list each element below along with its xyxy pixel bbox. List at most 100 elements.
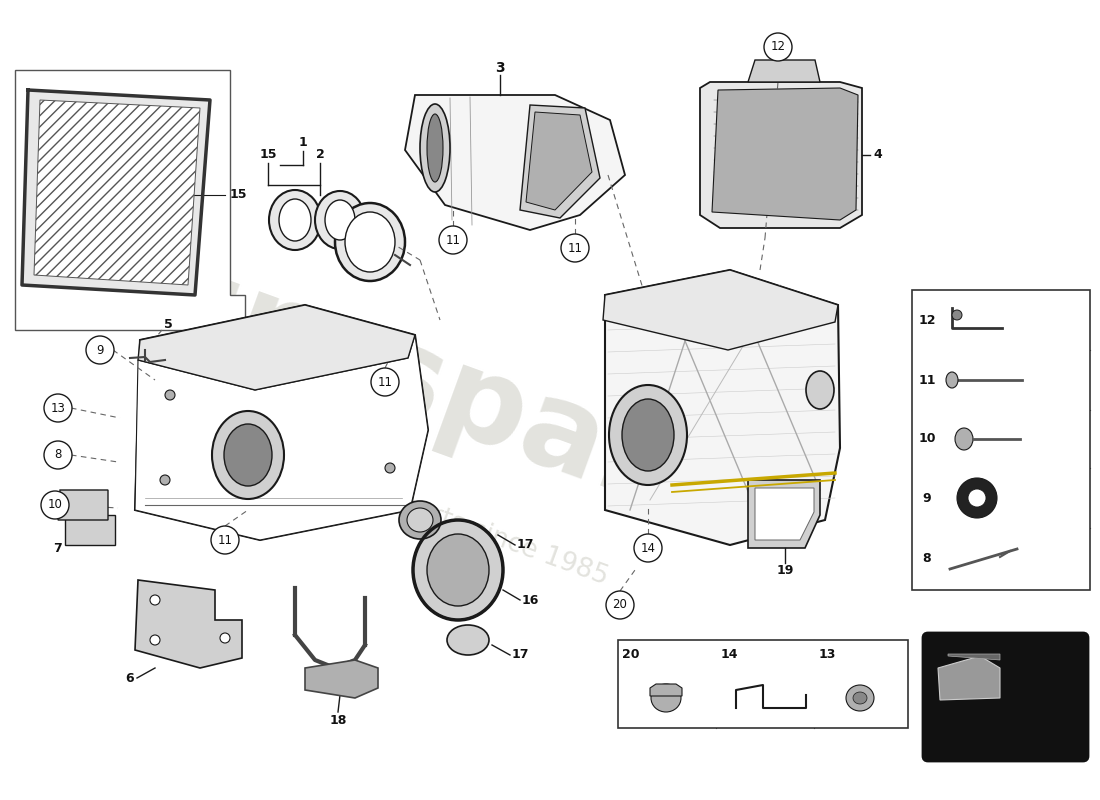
Circle shape — [86, 336, 114, 364]
Text: 12: 12 — [918, 314, 936, 326]
Circle shape — [150, 595, 160, 605]
Ellipse shape — [427, 534, 490, 606]
Ellipse shape — [420, 104, 450, 192]
Text: 9: 9 — [923, 491, 932, 505]
Ellipse shape — [651, 684, 681, 712]
Text: 13: 13 — [51, 402, 65, 414]
Polygon shape — [938, 656, 1000, 700]
Ellipse shape — [315, 191, 365, 249]
Polygon shape — [138, 305, 415, 390]
Ellipse shape — [345, 212, 395, 272]
FancyBboxPatch shape — [618, 640, 908, 728]
FancyBboxPatch shape — [923, 633, 1088, 761]
Circle shape — [220, 633, 230, 643]
Text: 11: 11 — [377, 375, 393, 389]
Ellipse shape — [955, 428, 974, 450]
Text: 8: 8 — [923, 553, 932, 566]
Text: 13: 13 — [818, 649, 836, 662]
Text: 20: 20 — [623, 649, 640, 662]
Text: 11: 11 — [918, 374, 936, 386]
Polygon shape — [605, 270, 840, 545]
Circle shape — [606, 591, 634, 619]
Ellipse shape — [407, 508, 433, 532]
Polygon shape — [22, 90, 210, 295]
Text: 19: 19 — [777, 563, 794, 577]
Text: 9: 9 — [97, 343, 103, 357]
Ellipse shape — [946, 372, 958, 388]
Ellipse shape — [270, 190, 321, 250]
Ellipse shape — [212, 411, 284, 499]
Circle shape — [375, 375, 385, 385]
Text: 14: 14 — [640, 542, 656, 554]
Text: 1: 1 — [298, 137, 307, 150]
Circle shape — [44, 441, 72, 469]
Circle shape — [41, 491, 69, 519]
Text: 5: 5 — [164, 318, 173, 331]
Text: eurosparts: eurosparts — [58, 207, 802, 573]
Text: 16: 16 — [521, 594, 539, 606]
Ellipse shape — [621, 399, 674, 471]
Polygon shape — [526, 112, 592, 210]
Ellipse shape — [609, 385, 688, 485]
Circle shape — [634, 534, 662, 562]
Text: 15: 15 — [260, 149, 277, 162]
Circle shape — [968, 489, 986, 507]
Ellipse shape — [806, 371, 834, 409]
Circle shape — [952, 310, 962, 320]
Polygon shape — [305, 660, 378, 698]
Polygon shape — [405, 95, 625, 230]
Text: 2: 2 — [316, 149, 324, 162]
Text: 15: 15 — [229, 189, 246, 202]
Ellipse shape — [336, 203, 405, 281]
Text: 10: 10 — [47, 498, 63, 511]
Text: 4: 4 — [873, 149, 882, 162]
Text: 6: 6 — [125, 671, 134, 685]
Text: 3: 3 — [495, 61, 505, 75]
Polygon shape — [34, 100, 200, 285]
Polygon shape — [712, 88, 858, 220]
Ellipse shape — [447, 625, 490, 655]
Text: 133 09: 133 09 — [970, 716, 1040, 734]
Text: a passion for parts since 1985: a passion for parts since 1985 — [228, 430, 612, 590]
Text: 12: 12 — [770, 41, 785, 54]
Text: 14: 14 — [720, 649, 738, 662]
Circle shape — [439, 226, 468, 254]
Text: 8: 8 — [54, 449, 62, 462]
Polygon shape — [603, 270, 838, 350]
Circle shape — [211, 526, 239, 554]
Text: 18: 18 — [329, 714, 346, 726]
Circle shape — [957, 478, 997, 518]
Polygon shape — [748, 60, 820, 82]
Ellipse shape — [399, 501, 441, 539]
Ellipse shape — [224, 424, 272, 486]
Polygon shape — [135, 580, 242, 668]
Text: 7: 7 — [54, 542, 63, 554]
Circle shape — [385, 463, 395, 473]
Circle shape — [44, 394, 72, 422]
Polygon shape — [948, 654, 1000, 660]
Ellipse shape — [846, 685, 874, 711]
Text: 10: 10 — [918, 433, 936, 446]
Ellipse shape — [279, 199, 311, 241]
Circle shape — [561, 234, 588, 262]
Text: 11: 11 — [446, 234, 461, 246]
Text: 17: 17 — [512, 649, 529, 662]
Circle shape — [150, 635, 160, 645]
Ellipse shape — [427, 114, 443, 182]
Text: 20: 20 — [613, 598, 627, 611]
Circle shape — [160, 475, 170, 485]
Polygon shape — [755, 488, 814, 540]
Text: 11: 11 — [218, 534, 232, 546]
Ellipse shape — [852, 692, 867, 704]
Polygon shape — [700, 82, 862, 228]
Ellipse shape — [324, 200, 355, 240]
Text: 17: 17 — [516, 538, 534, 551]
Polygon shape — [58, 490, 108, 520]
Ellipse shape — [412, 520, 503, 620]
Polygon shape — [135, 305, 428, 540]
Polygon shape — [65, 515, 116, 545]
Text: 11: 11 — [568, 242, 583, 254]
Circle shape — [165, 390, 175, 400]
Polygon shape — [15, 70, 245, 330]
Polygon shape — [135, 335, 428, 540]
